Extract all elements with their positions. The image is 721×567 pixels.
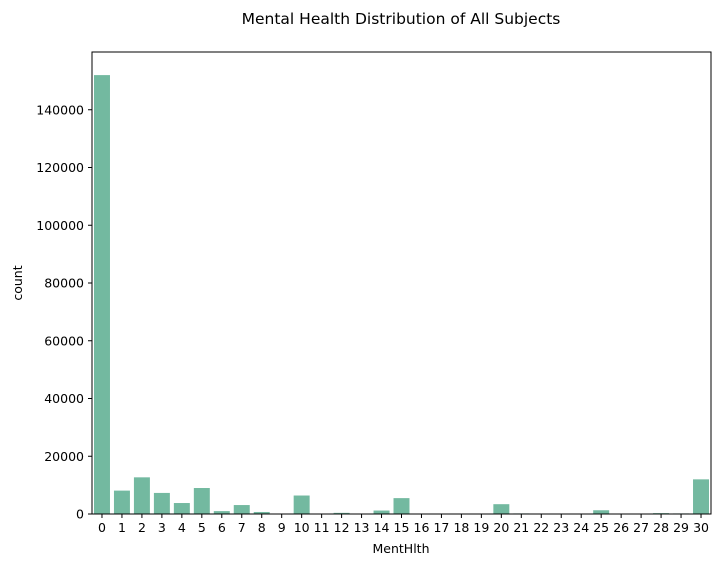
x-tick-label: 3 [158,520,166,535]
x-tick-label: 16 [414,520,430,535]
x-tick-label: 29 [673,520,689,535]
x-tick-label: 23 [553,520,569,535]
x-tick-label: 15 [394,520,410,535]
x-tick-label: 4 [178,520,186,535]
bar-12 [333,512,350,514]
x-tick-label: 11 [314,520,330,535]
x-tick-label: 9 [278,520,286,535]
x-tick-label: 27 [633,520,649,535]
y-tick-label: 40000 [44,391,84,406]
bar-3 [153,492,170,514]
x-tick-label: 5 [198,520,206,535]
plot-frame [91,51,712,515]
x-tick-label: 14 [374,520,390,535]
bar-7 [233,505,250,514]
x-tick-label: 6 [218,520,226,535]
y-tick-label: 60000 [44,333,84,348]
bar-8 [253,511,270,514]
x-tick-label: 7 [238,520,246,535]
bar-15 [393,498,410,514]
bar-0 [94,75,110,514]
x-tick-label: 28 [653,520,669,535]
x-tick-label: 18 [453,520,469,535]
bar-6 [213,511,230,514]
x-tick-label: 26 [613,520,629,535]
y-tick-label: 0 [76,507,84,522]
x-tick-label: 12 [334,520,350,535]
bar-4 [173,503,190,514]
x-tick-label: 10 [294,520,310,535]
x-tick-label: 1 [118,520,126,535]
x-tick-label: 24 [573,520,589,535]
x-tick-label: 8 [258,520,266,535]
bar-5 [193,488,210,514]
x-axis-label: MentHlth [373,541,430,556]
x-axis-ticks: 0 1 2 3 4 5 6 7 8 9 10 11 12 13 14 15 16 17 18 19 20 21 22 23 24… [98,514,709,535]
y-axis-ticks: 0 20000 40000 60000 80000 100000 120000 140000 [36,102,92,522]
bars-group [94,75,709,514]
x-tick-label: 22 [533,520,549,535]
bar-14 [373,510,390,514]
x-tick-label: 25 [593,520,609,535]
y-tick-label: 120000 [36,160,84,175]
y-axis-label: count [10,265,25,300]
x-tick-label: 17 [433,520,449,535]
x-tick-label: 2 [138,520,146,535]
y-tick-label: 140000 [36,102,84,117]
x-tick-label: 0 [98,520,106,535]
bar-2 [133,477,150,514]
y-tick-label: 80000 [44,276,84,291]
bar-30 [693,479,709,514]
y-tick-label: 100000 [36,218,84,233]
x-tick-label: 20 [493,520,509,535]
x-tick-label: 19 [473,520,489,535]
x-tick-label: 21 [513,520,529,535]
y-tick-label: 20000 [44,449,84,464]
bar-25 [593,510,610,514]
x-tick-label: 13 [354,520,370,535]
bar-1 [113,490,130,514]
bar-20 [493,504,510,514]
x-tick-label: 30 [693,520,709,535]
chart-title: Mental Health Distribution of All Subjec… [242,10,561,28]
bar-10 [293,495,310,514]
